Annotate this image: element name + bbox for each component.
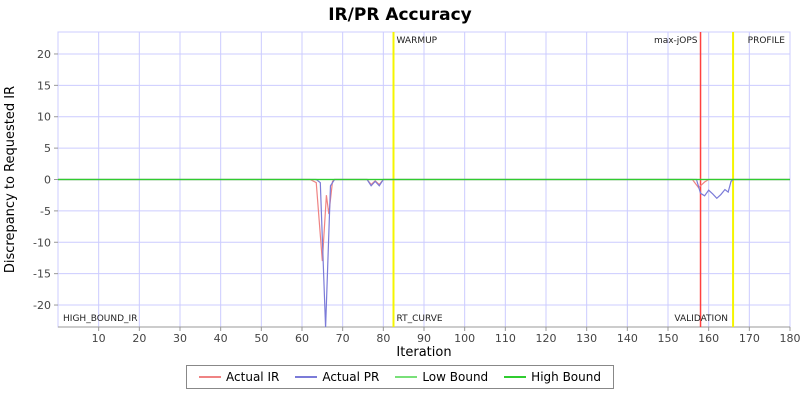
legend-swatch (199, 376, 222, 378)
series-group (58, 178, 790, 327)
svg-text:-10: -10 (33, 236, 51, 249)
annotation-rt-curve: RT_CURVE (397, 314, 443, 324)
legend-label: Actual IR (226, 370, 280, 384)
annotation-warmup: WARMUP (397, 36, 438, 46)
svg-text:50: 50 (254, 332, 268, 345)
annotation-validation: VALIDATION (674, 314, 728, 324)
svg-text:70: 70 (336, 332, 350, 345)
svg-text:20: 20 (37, 48, 51, 61)
svg-text:140: 140 (617, 332, 638, 345)
annotation-profile: PROFILE (748, 36, 786, 46)
tick-labels: 10 20 30 40 50 60 70 80 90 100 110 120 130 140 150 160 1… (33, 48, 800, 345)
legend-item-high-bound: High Bound (504, 370, 601, 384)
svg-text:120: 120 (536, 332, 557, 345)
svg-text:180: 180 (780, 332, 800, 345)
axes (54, 53, 791, 331)
legend-label: High Bound (531, 370, 601, 384)
chart-plot: 10 20 30 40 50 60 70 80 90 100 110 120 130 140 150 160 1… (3, 31, 800, 360)
legend-item-low-bound: Low Bound (395, 370, 488, 384)
svg-text:100: 100 (454, 332, 475, 345)
svg-text:-20: -20 (33, 299, 51, 312)
legend-label: Low Bound (422, 370, 489, 384)
svg-text:-15: -15 (33, 268, 51, 281)
svg-text:130: 130 (576, 332, 597, 345)
x-axis-label: Iteration (396, 345, 451, 360)
annotation-high-bound-ir: HIGH_BOUND_IR (63, 314, 137, 324)
svg-text:40: 40 (214, 332, 228, 345)
legend-item-actual-pr: Actual PR (295, 370, 379, 384)
legend-swatch (395, 376, 418, 378)
svg-text:-5: -5 (40, 205, 51, 218)
svg-text:30: 30 (173, 332, 187, 345)
svg-text:150: 150 (658, 332, 679, 345)
svg-text:160: 160 (698, 332, 719, 345)
legend-label: Actual PR (322, 370, 380, 384)
svg-text:110: 110 (495, 332, 516, 345)
svg-text:90: 90 (417, 332, 431, 345)
svg-text:0: 0 (44, 174, 51, 187)
legend-box: Actual IR Actual PR Low Bound High Bound (186, 365, 614, 389)
svg-text:20: 20 (132, 332, 146, 345)
svg-text:10: 10 (37, 111, 51, 124)
svg-text:5: 5 (44, 142, 51, 155)
legend-item-actual-ir: Actual IR (199, 370, 279, 384)
chart-container: IR/PR Accuracy 10 20 30 40 50 60 70 80 90 100 110 1… (0, 5, 800, 389)
svg-text:10: 10 (92, 332, 106, 345)
svg-text:80: 80 (376, 332, 390, 345)
chart-title: IR/PR Accuracy (328, 5, 472, 25)
legend: Actual IR Actual PR Low Bound High Bound (0, 365, 800, 389)
legend-swatch (295, 376, 318, 378)
svg-text:170: 170 (739, 332, 760, 345)
annotation-max-jops: max-jOPS (654, 36, 698, 46)
svg-text:15: 15 (37, 79, 51, 92)
legend-swatch (504, 376, 527, 378)
svg-text:60: 60 (295, 332, 309, 345)
y-axis-label: Discrepancy to Requested IR (3, 86, 18, 273)
